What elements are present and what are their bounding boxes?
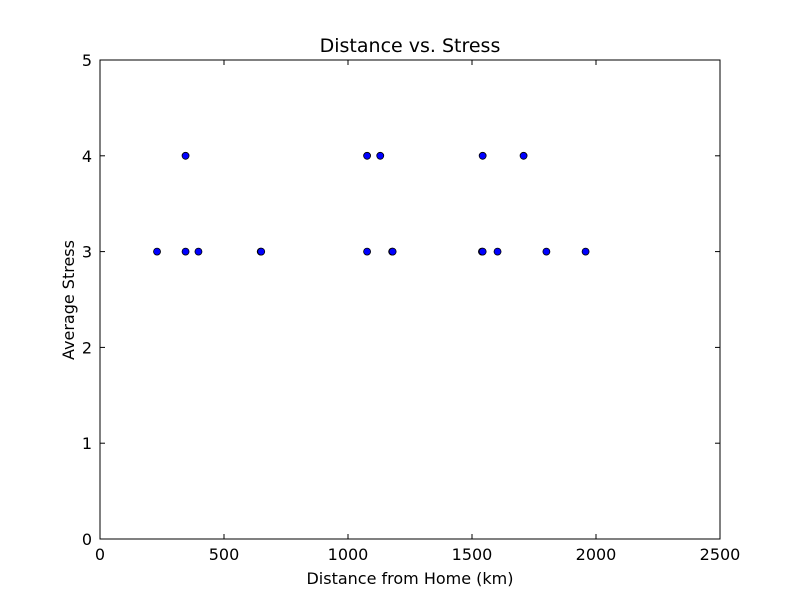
y-tick-label: 4	[82, 147, 92, 166]
data-point	[542, 247, 551, 256]
x-tick-label: 2500	[700, 545, 741, 564]
tick-layer: 0 500 1000 1500 2000 2500 0 1 2 3 4 5	[82, 51, 741, 564]
plot-frame	[99, 59, 721, 540]
y-tick-label: 3	[82, 243, 92, 262]
chart-title: Distance vs. Stress	[320, 35, 501, 57]
x-tick-label: 2000	[576, 545, 617, 564]
x-axis-label: Distance from Home (km)	[306, 569, 513, 588]
y-tick-label: 5	[82, 51, 92, 70]
data-point	[478, 247, 487, 256]
data-point	[376, 151, 385, 160]
data-point	[181, 247, 190, 256]
x-tick-label: 500	[209, 545, 240, 564]
data-point	[493, 247, 502, 256]
data-point	[388, 247, 397, 256]
data-point	[478, 151, 487, 160]
points-layer	[153, 151, 590, 256]
x-tick-label: 1000	[328, 545, 369, 564]
x-tick-label: 0	[95, 545, 105, 564]
data-point	[363, 151, 371, 160]
y-tick-label: 0	[82, 530, 92, 549]
data-point	[519, 151, 528, 160]
y-tick-label: 1	[82, 434, 92, 453]
data-point	[363, 247, 371, 256]
x-tick-label: 1500	[452, 545, 493, 564]
data-point	[194, 247, 203, 256]
y-tick-label: 2	[82, 338, 92, 357]
data-point	[257, 247, 266, 256]
y-axis-label: Average Stress	[59, 240, 78, 360]
data-point	[181, 151, 190, 160]
data-point	[581, 247, 590, 256]
data-point	[153, 247, 161, 256]
